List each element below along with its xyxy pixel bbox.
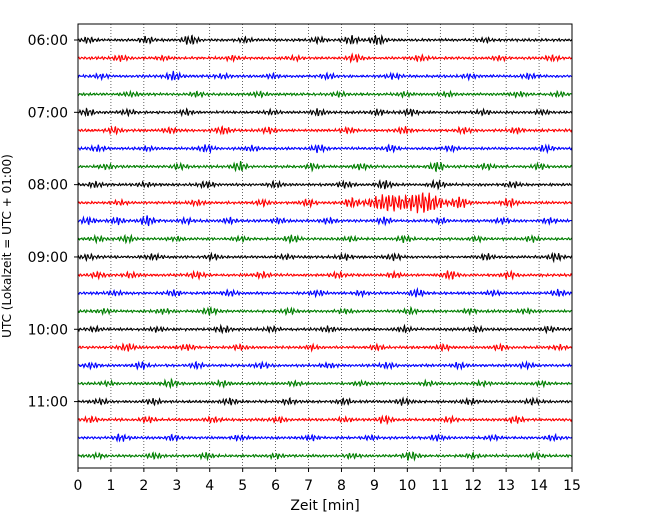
trace-line [77, 396, 573, 407]
trace-line [77, 251, 573, 264]
trace-line [77, 89, 573, 99]
trace-line [77, 52, 573, 64]
trace-line [77, 125, 573, 136]
x-tick-label: 2 [139, 478, 148, 494]
y-axis-label: UTC (Lokalzeit = UTC + 01:00) [0, 154, 14, 338]
trace-line [77, 432, 573, 443]
x-tick-label: 12 [464, 478, 482, 494]
x-tick-label: 9 [370, 478, 379, 494]
trace-line [77, 215, 573, 227]
x-tick-label: 0 [74, 478, 83, 494]
trace-line [77, 414, 573, 426]
trace-line [77, 178, 573, 191]
x-tick-label: 13 [497, 478, 515, 494]
y-tick-label: 07:00 [28, 105, 68, 121]
y-tick-label: 06:00 [28, 33, 68, 49]
trace-line [77, 192, 573, 214]
seismic-traces [77, 34, 573, 462]
trace-line [77, 161, 573, 173]
x-axis-ticks: 0 1 2 3 4 5 6 7 8 9 10 11 12 13 14 15 [74, 468, 581, 494]
x-axis-label: Zeit [min] [290, 498, 359, 514]
x-tick-label: 10 [398, 478, 416, 494]
y-tick-label: 08:00 [28, 178, 68, 194]
x-tick-label: 14 [530, 478, 548, 494]
trace-line [77, 233, 573, 245]
trace-line [77, 286, 573, 299]
x-tick-label: 6 [271, 478, 280, 494]
x-tick-label: 7 [304, 478, 313, 494]
plot-frame [77, 23, 573, 469]
grid-lines [110, 24, 540, 468]
x-tick-label: 1 [106, 478, 115, 494]
x-tick-label: 11 [431, 478, 449, 494]
y-axis-ticks: 06:00 07:00 08:00 09:00 10:00 11:00 [28, 33, 78, 411]
y-tick-label: 10:00 [28, 322, 68, 338]
trace-line [77, 70, 573, 82]
x-tick-label: 5 [238, 478, 247, 494]
x-tick-label: 15 [563, 478, 581, 494]
trace-line [77, 34, 573, 46]
trace-line [77, 305, 573, 317]
trace-line [77, 377, 573, 390]
y-tick-label: 11:00 [28, 395, 68, 411]
trace-line [77, 107, 573, 118]
x-tick-label: 4 [205, 478, 214, 494]
x-tick-label: 3 [172, 478, 181, 494]
trace-line [77, 323, 573, 335]
trace-line [77, 143, 573, 155]
y-tick-label: 09:00 [28, 250, 68, 266]
x-tick-label: 8 [337, 478, 346, 494]
trace-line [77, 450, 573, 462]
trace-line [77, 269, 573, 281]
trace-line [77, 359, 573, 371]
trace-line [77, 342, 573, 353]
